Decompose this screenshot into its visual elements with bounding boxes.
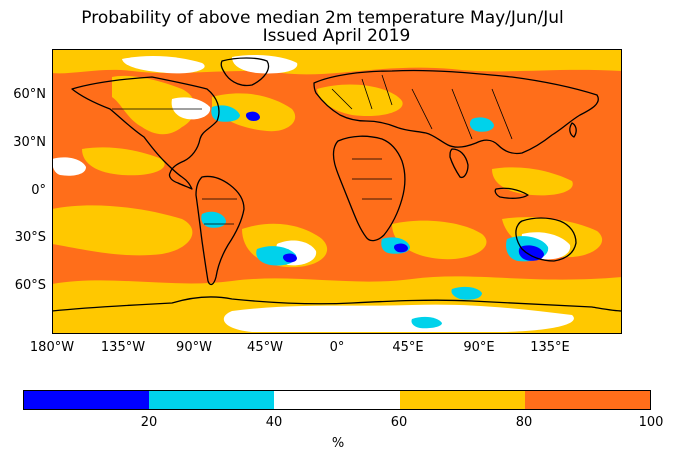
south-pacific-yellow [52, 205, 193, 256]
canada-white [171, 97, 211, 120]
australia-blue [518, 245, 544, 261]
south-america-borders [202, 198, 237, 225]
south-america-coast [195, 175, 245, 286]
south-pacific-blue [283, 253, 297, 263]
category-0-20-regions [245, 111, 544, 263]
colorbar-segment [149, 391, 275, 409]
greenland-coast [220, 57, 270, 87]
lat-tick-label: 0° [31, 183, 46, 198]
map-frame [52, 49, 622, 334]
north-america-coast [71, 76, 220, 190]
lon-tick-label: 90°E [463, 340, 495, 355]
colorbar-tick-label: 80 [515, 415, 533, 430]
antarctica-coast [52, 296, 622, 312]
lon-tick-label: 180°W [29, 340, 75, 355]
lon-tick-label: 45°W [247, 340, 283, 355]
colorbar-unit-label: % [331, 436, 345, 451]
lon-tick-label: 45°E [392, 340, 424, 355]
west-pacific-white [52, 157, 86, 176]
colorbar-tick-label: 60 [390, 415, 408, 430]
lat-tick-label: 30°N [13, 135, 46, 150]
colorbar-tick-label: 40 [265, 415, 283, 430]
west-pacific-cyan [469, 117, 494, 132]
colorbar-segment [274, 391, 400, 409]
indian-ocean-blue [394, 243, 408, 253]
greenland-white [232, 55, 298, 74]
indian-ocean-yellow [392, 220, 487, 260]
india-coast [449, 148, 469, 179]
east-pacific-yellow [82, 147, 165, 176]
lon-tick-label: 135°E [530, 340, 570, 355]
north-atlantic-blue [245, 111, 260, 121]
europe-yellow [317, 84, 403, 117]
southern-ocean-cyan [451, 286, 482, 300]
lon-tick-label: 90°W [176, 340, 212, 355]
japan-coast [569, 122, 577, 138]
north-america-yellow [112, 75, 196, 135]
world-map [52, 49, 622, 334]
europe-borders [331, 74, 393, 110]
australia-coast [515, 217, 577, 262]
lon-tick-label: 135°W [100, 340, 146, 355]
colorbar-tick-label: 100 [638, 415, 664, 430]
map-title: Probability of above median 2m temperatu… [81, 8, 564, 28]
africa-borders [352, 158, 392, 200]
indonesia-coast [494, 187, 529, 199]
antarctic-white [223, 304, 574, 332]
country-borders [112, 74, 513, 225]
africa-coast [332, 135, 406, 242]
map-subtitle: Issued April 2019 [262, 26, 411, 46]
europe-asia-coast [313, 69, 599, 155]
lat-tick-label: 60°N [13, 87, 46, 102]
colorbar [23, 390, 651, 410]
colorbar-segment [399, 391, 525, 409]
colorbar-segment [524, 391, 651, 409]
arctic-white [122, 56, 205, 74]
antarctic-cyan [411, 316, 442, 329]
coastlines [52, 57, 622, 312]
asia-borders [411, 88, 513, 140]
colorbar-segment [24, 391, 150, 409]
lon-tick-label: 0° [329, 340, 345, 355]
lat-tick-label: 30°S [14, 230, 46, 245]
colorbar-tick-label: 20 [140, 415, 158, 430]
lat-tick-label: 60°S [14, 278, 46, 293]
